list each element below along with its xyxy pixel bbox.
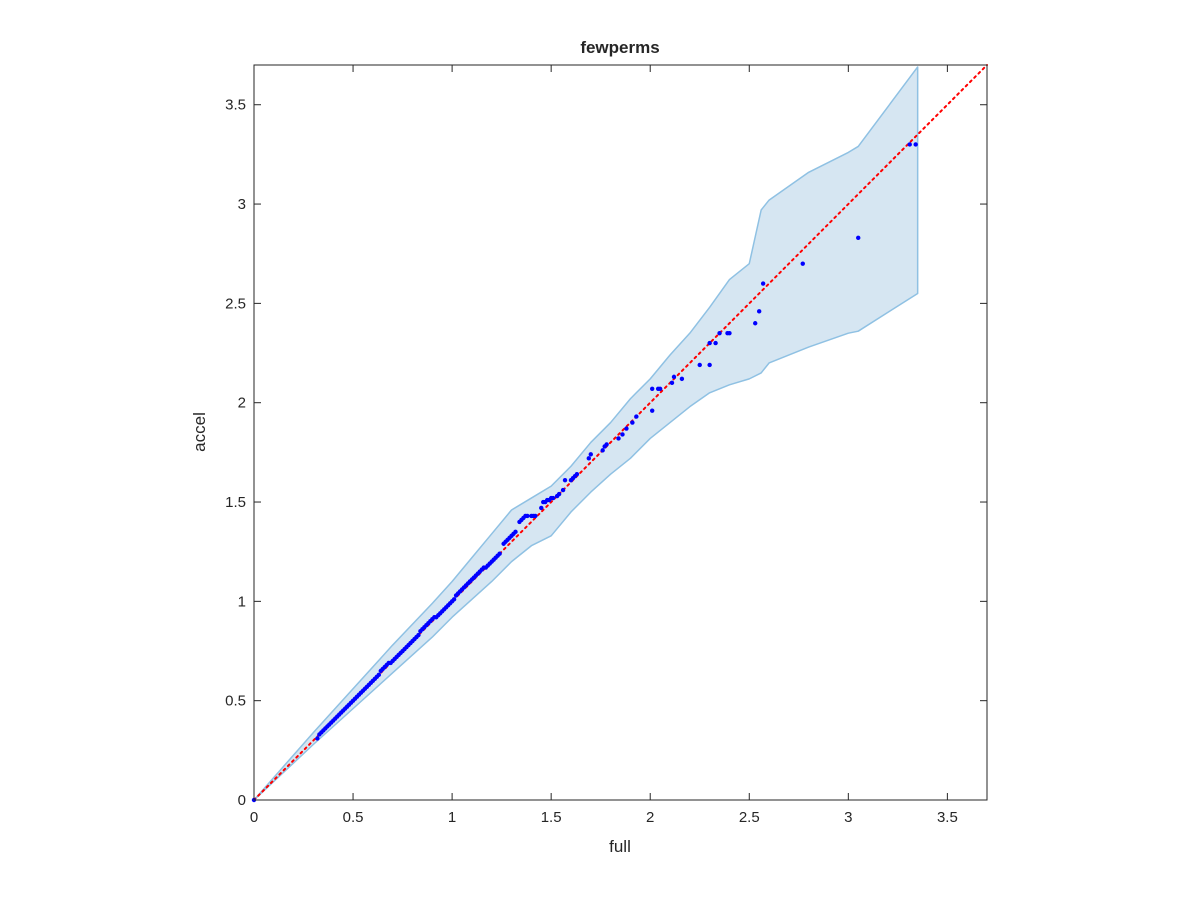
x-tick-label: 3 [844,809,852,826]
x-axis-label: full [609,837,631,856]
data-point [630,420,635,425]
x-tick-label: 1 [448,809,456,826]
data-point [586,456,592,461]
data-point [679,376,685,382]
data-point [376,672,382,678]
data-point [600,448,605,453]
data-point [620,432,625,437]
data-points-layer [251,142,918,803]
data-point [697,362,702,368]
y-tick-label: 1.5 [225,494,246,511]
x-tick-label: 2 [646,809,654,826]
data-point [539,505,544,511]
y-tick-label: 0.5 [225,693,246,710]
data-point [717,330,722,336]
data-point [550,495,556,501]
x-tick-label: 2.5 [739,809,760,826]
data-point [800,261,805,266]
data-point [760,281,766,286]
y-axis-label: accel [190,412,209,452]
data-point [707,340,712,346]
data-point [497,551,502,556]
data-point [416,632,421,638]
data-point [574,472,580,477]
data-point [624,426,629,431]
x-tick-label: 1.5 [541,809,562,826]
data-point [713,340,718,346]
confidence-band-layer [253,66,919,801]
data-point [913,142,918,147]
y-tick-label: 1 [238,593,246,610]
y-tick-label: 3 [238,196,246,213]
data-point [588,452,593,457]
confidence-band [253,66,919,801]
data-point [634,414,639,419]
data-point [756,309,762,314]
data-point [649,408,655,413]
data-point [707,362,712,368]
data-point [560,487,566,493]
y-tick-label: 0 [238,792,246,809]
data-point [525,513,530,519]
x-tick-label: 0 [250,809,258,826]
axes-layer: 0 0.5 1 1.5 2 2.5 3 3.5 0 0.5 1 1.5 2 2.5 3 3.5 [225,64,988,826]
data-point [657,386,663,391]
data-point [907,142,912,147]
data-point [513,529,518,535]
data-point [649,386,655,391]
plot-frame [253,64,988,801]
data-point [616,436,621,441]
data-point [856,235,861,241]
data-point [753,321,758,326]
data-point [562,477,568,483]
data-point [556,491,562,497]
data-point [315,736,320,741]
data-point [727,330,732,336]
data-point [671,374,677,380]
data-point [604,442,609,447]
data-point [533,513,538,519]
data-point [451,597,457,602]
y-tick-label: 3.5 [225,97,246,114]
chart-title: fewperms [580,38,659,57]
x-tick-label: 3.5 [937,809,958,826]
x-tick-label: 0.5 [343,809,364,826]
y-tick-label: 2.5 [225,295,246,312]
y-tick-label: 2 [238,395,246,412]
data-point [669,380,675,386]
